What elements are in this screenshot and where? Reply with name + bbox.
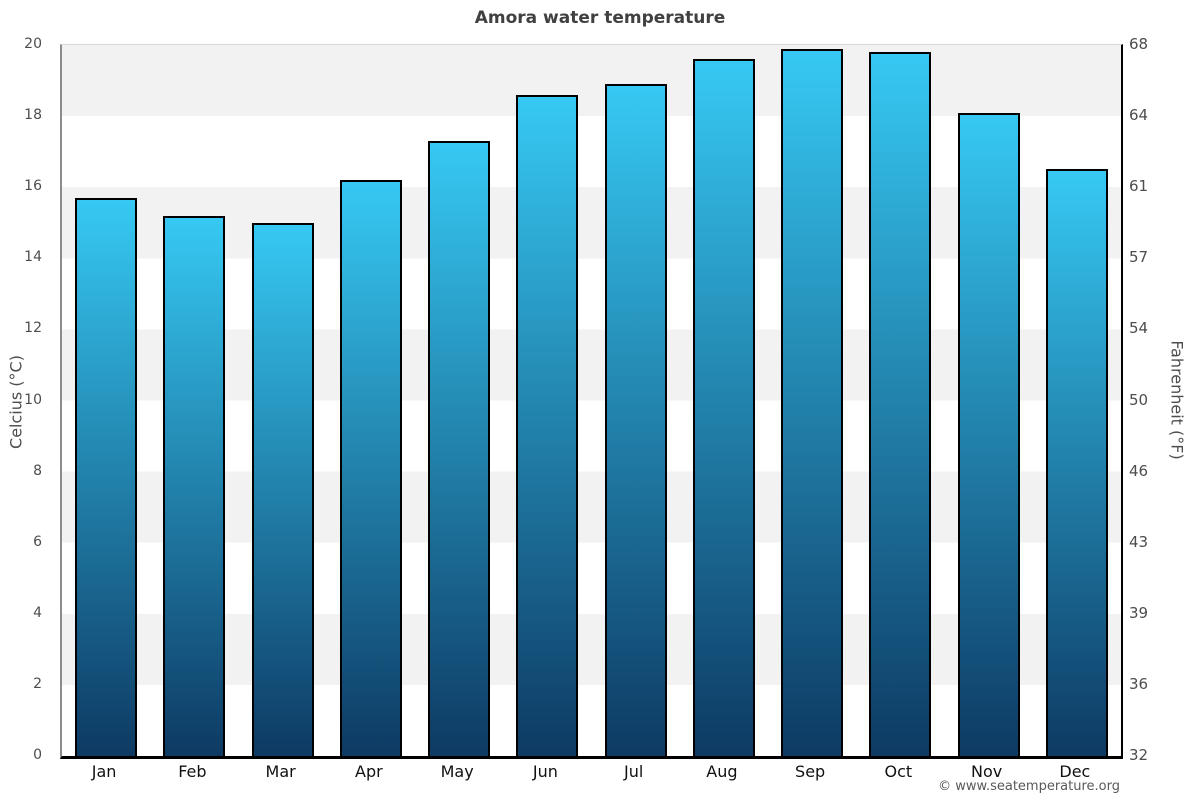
fahrenheit-tick-54: 54 xyxy=(1129,319,1149,338)
fahrenheit-tick-64: 64 xyxy=(1129,106,1149,125)
month-label-nov: Nov xyxy=(971,762,1003,781)
plot-area xyxy=(60,44,1123,759)
x-axis-month-labels: Jan Feb Mar Apr May Jun Jul Aug Sep Oct Nov Dec xyxy=(60,762,1119,781)
celsius-tick-16: 16 xyxy=(24,178,42,195)
temperature-bar-jun xyxy=(516,94,579,756)
celsius-tick-2: 2 xyxy=(33,675,42,692)
bar-slot-sep xyxy=(768,45,856,756)
celsius-tick-10: 10 xyxy=(24,391,42,408)
month-label-dec: Dec xyxy=(1059,762,1091,781)
y-axis-ticks-celsius: 0 2 4 6 8 10 12 14 16 18 20 xyxy=(0,36,50,763)
fahrenheit-tick-61: 61 xyxy=(1129,177,1149,196)
bar-slot-jan xyxy=(62,45,150,756)
celsius-tick-4: 4 xyxy=(33,604,42,621)
temperature-bar-dec xyxy=(1045,169,1108,756)
month-label-oct: Oct xyxy=(884,762,913,781)
fahrenheit-tick-50: 50 xyxy=(1129,390,1149,409)
temperature-bar-may xyxy=(428,141,491,756)
temperature-bar-jul xyxy=(604,84,667,756)
bar-slot-dec xyxy=(1033,45,1121,756)
celsius-tick-6: 6 xyxy=(33,533,42,550)
bar-slot-jul xyxy=(592,45,680,756)
fahrenheit-tick-43: 43 xyxy=(1129,532,1149,551)
bar-slot-may xyxy=(415,45,503,756)
bar-slot-mar xyxy=(239,45,327,756)
celsius-tick-14: 14 xyxy=(24,249,42,266)
temperature-bar-oct xyxy=(869,52,932,756)
bar-slot-feb xyxy=(150,45,238,756)
y-axis-ticks-fahrenheit: 32 36 39 43 46 50 54 57 61 64 68 xyxy=(1129,35,1189,764)
month-label-aug: Aug xyxy=(706,762,738,781)
month-label-jul: Jul xyxy=(623,762,644,781)
month-label-feb: Feb xyxy=(178,762,207,781)
celsius-tick-0: 0 xyxy=(33,747,42,763)
month-label-jun: Jun xyxy=(532,762,558,781)
temperature-bar-jan xyxy=(75,197,138,756)
temperature-bar-aug xyxy=(692,59,755,756)
celsius-tick-12: 12 xyxy=(24,320,42,337)
celsius-tick-8: 8 xyxy=(33,462,42,479)
chart-title: Amora water temperature xyxy=(474,8,726,28)
fahrenheit-tick-39: 39 xyxy=(1129,603,1149,622)
celsius-tick-20: 20 xyxy=(24,36,42,52)
temperature-bar-sep xyxy=(781,48,844,756)
fahrenheit-tick-36: 36 xyxy=(1129,674,1149,693)
month-label-sep: Sep xyxy=(795,762,826,781)
celsius-tick-18: 18 xyxy=(24,107,42,124)
temperature-bar-mar xyxy=(251,222,314,756)
fahrenheit-tick-57: 57 xyxy=(1129,248,1149,267)
bar-slot-oct xyxy=(856,45,944,756)
bar-slot-nov xyxy=(945,45,1033,756)
bar-slot-aug xyxy=(680,45,768,756)
temperature-bar-nov xyxy=(957,112,1020,756)
bar-slot-jun xyxy=(503,45,591,756)
copyright-credit[interactable]: © www.seatemperature.org xyxy=(938,779,1120,794)
temperature-bar-feb xyxy=(163,215,226,756)
bar-series xyxy=(62,45,1121,756)
bar-slot-apr xyxy=(327,45,415,756)
month-label-may: May xyxy=(440,762,474,781)
fahrenheit-tick-32: 32 xyxy=(1129,746,1149,764)
month-label-mar: Mar xyxy=(265,762,296,781)
fahrenheit-tick-68: 68 xyxy=(1129,35,1149,53)
fahrenheit-tick-46: 46 xyxy=(1129,461,1149,480)
month-label-apr: Apr xyxy=(355,762,383,781)
month-label-jan: Jan xyxy=(91,762,117,781)
temperature-bar-apr xyxy=(339,180,402,756)
